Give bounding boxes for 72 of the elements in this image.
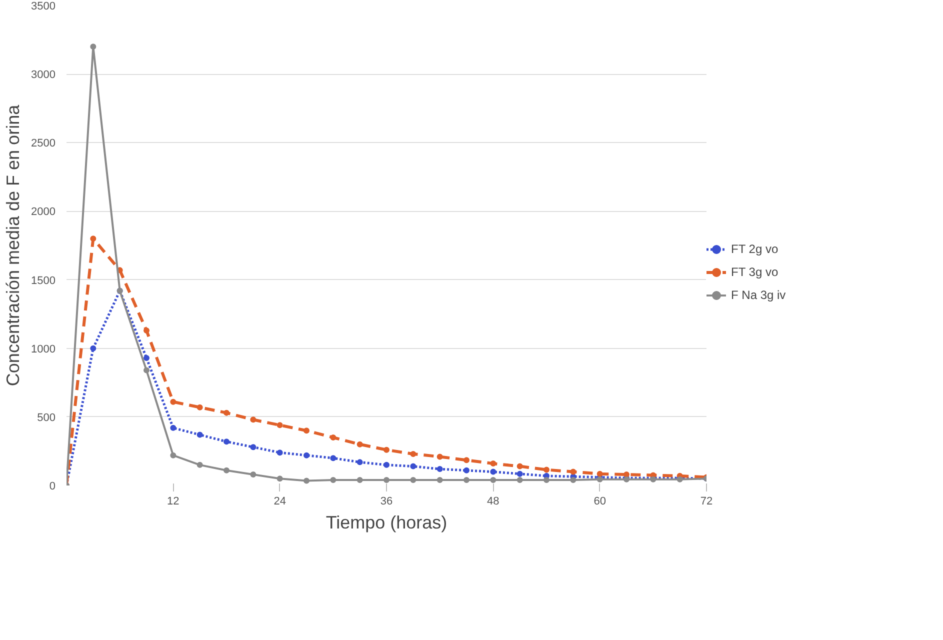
point bbox=[516, 477, 523, 484]
y-tick-label: 1500 bbox=[31, 274, 56, 287]
point bbox=[490, 460, 496, 467]
point bbox=[544, 477, 550, 484]
x-tick-label: 12 bbox=[167, 496, 180, 508]
point bbox=[436, 477, 443, 484]
point bbox=[250, 444, 256, 450]
y-tick-label: 1000 bbox=[31, 343, 56, 356]
point bbox=[304, 428, 310, 434]
point bbox=[90, 44, 96, 50]
point bbox=[330, 434, 336, 440]
point bbox=[170, 424, 176, 431]
point bbox=[90, 236, 96, 242]
point bbox=[384, 462, 390, 468]
point bbox=[330, 477, 336, 484]
point bbox=[410, 477, 416, 484]
point bbox=[224, 438, 230, 445]
x-tick-label: 24 bbox=[274, 496, 286, 508]
legend-label: F Na 3g iv bbox=[731, 288, 786, 302]
point bbox=[276, 450, 283, 456]
point bbox=[304, 478, 310, 484]
x-axis-title: Tiempo (horas) bbox=[326, 512, 448, 532]
legend-label: FT 2g vo bbox=[731, 242, 778, 256]
y-tick-label: 3000 bbox=[31, 69, 56, 82]
x-tick-label: 48 bbox=[487, 496, 500, 508]
point bbox=[90, 345, 96, 352]
x-tick-label: 72 bbox=[700, 496, 713, 508]
point bbox=[384, 446, 390, 453]
point bbox=[570, 468, 576, 475]
point bbox=[276, 422, 283, 428]
y-axis-title: Concentración media de F en orina bbox=[3, 104, 24, 386]
point bbox=[196, 462, 203, 468]
y-tick-label: 3500 bbox=[31, 0, 56, 12]
x-tick-label: 36 bbox=[380, 496, 393, 508]
point bbox=[250, 416, 256, 423]
point bbox=[410, 450, 416, 457]
point bbox=[436, 454, 443, 460]
point bbox=[330, 455, 336, 462]
point bbox=[224, 467, 230, 474]
point bbox=[356, 459, 363, 466]
point bbox=[464, 457, 470, 464]
point bbox=[490, 477, 496, 484]
y-tick-label: 2000 bbox=[31, 206, 56, 218]
point bbox=[356, 477, 363, 484]
point bbox=[144, 354, 150, 361]
legend-label: FT 3g vo bbox=[731, 265, 778, 279]
point bbox=[436, 466, 443, 472]
point bbox=[196, 404, 203, 410]
point bbox=[410, 463, 416, 470]
point bbox=[170, 398, 176, 405]
point bbox=[464, 477, 470, 484]
point bbox=[516, 470, 523, 477]
point bbox=[516, 463, 523, 470]
point bbox=[544, 466, 550, 473]
point bbox=[170, 452, 176, 458]
point bbox=[304, 452, 310, 458]
point bbox=[490, 468, 496, 475]
point bbox=[144, 328, 150, 334]
point bbox=[196, 432, 203, 438]
point bbox=[224, 410, 230, 416]
point bbox=[144, 367, 150, 374]
point bbox=[250, 472, 256, 478]
point bbox=[356, 441, 363, 448]
y-tick-label: 500 bbox=[37, 412, 56, 424]
point bbox=[570, 477, 576, 484]
point bbox=[464, 467, 470, 474]
x-tick-label: 60 bbox=[594, 496, 606, 508]
y-tick-label: 0 bbox=[49, 480, 56, 492]
point bbox=[596, 470, 603, 477]
y-tick-label: 2500 bbox=[31, 138, 56, 150]
point bbox=[276, 476, 283, 482]
point bbox=[384, 477, 390, 484]
